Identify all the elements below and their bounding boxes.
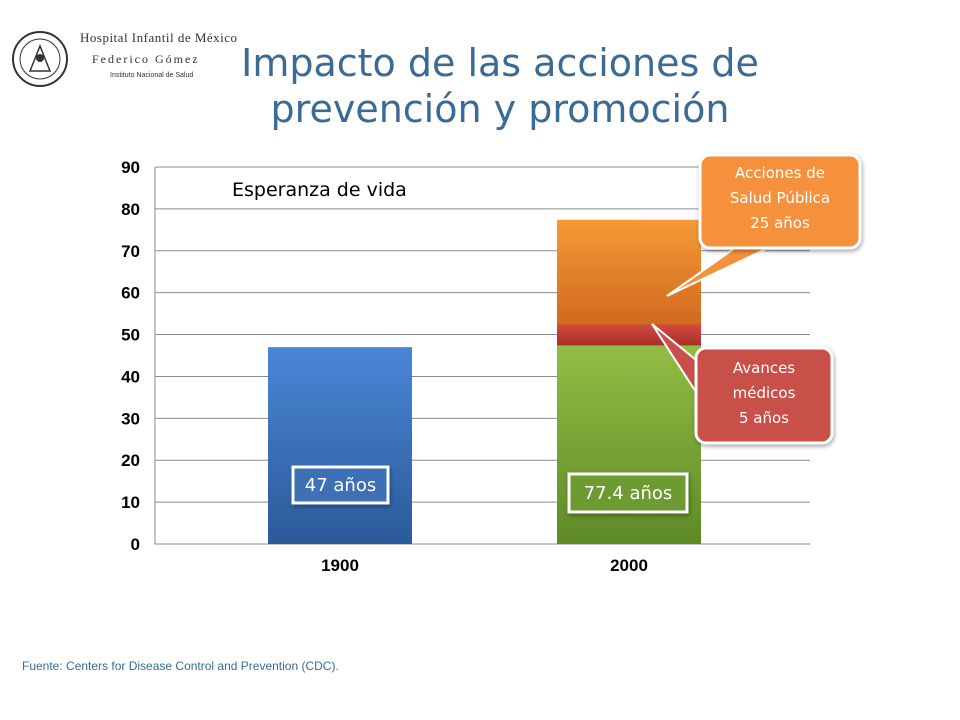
data-label-box-1900 (291, 465, 390, 505)
callout-box-medical-advances (694, 346, 834, 445)
data-label-box-2000 (567, 472, 689, 514)
page-title-line-1: Impacto de las acciones de (241, 41, 759, 85)
y-tick-label-70: 70 (121, 242, 140, 261)
x-category-label-2000: 2000 (610, 556, 648, 575)
callout-public-health-line-1: Acciones de (735, 164, 825, 182)
bar-2000-segment-1 (557, 345, 701, 544)
callout-box-public-health (698, 153, 862, 250)
callout-public-health-line-2: Salud Pública (730, 189, 830, 207)
data-label-1900: 47 años (305, 475, 376, 496)
y-tick-label-80: 80 (121, 200, 140, 219)
y-tick-label-60: 60 (121, 284, 140, 303)
y-tick-label-90: 90 (121, 158, 140, 177)
callout-medical-advances-line-3: 5 años (739, 409, 789, 427)
chart-title: Esperanza de vida (232, 179, 407, 201)
data-labels: 47 años 77.4 años (291, 465, 689, 514)
y-tick-label-10: 10 (121, 493, 140, 512)
y-tick-label-50: 50 (121, 326, 140, 345)
logo-line-1: Hospital Infantil de México (80, 30, 238, 45)
callout-medical-advances-line-1: Avances (733, 359, 795, 377)
data-label-2000: 77.4 años (584, 483, 673, 504)
y-tick-label-30: 30 (121, 409, 140, 428)
y-tick-label-20: 20 (121, 451, 140, 470)
y-tick-label-40: 40 (121, 367, 140, 386)
callouts: Acciones de Salud Pública 25 años Avances mé… (651, 153, 862, 445)
hospital-seal-icon (12, 31, 68, 87)
logo-line-3: Instituto Nacional de Salud (110, 72, 194, 79)
y-axis: 0 10 20 30 40 50 60 70 80 90 1900 2000 (121, 158, 648, 575)
bar-2000-segment-2 (557, 324, 701, 346)
y-tick-label-0: 0 (131, 535, 140, 554)
x-category-label-1900: 1900 (321, 556, 359, 575)
source-note: Fuente: Centers for Disease Control and … (22, 659, 339, 673)
logo-line-2: Federico Gómez (92, 52, 200, 66)
callout-medical-advances-line-2: médicos (733, 384, 796, 402)
hospital-logo: Hospital Infantil de México Federico Góm… (10, 26, 237, 96)
bar-1900-segment-1 (268, 347, 412, 544)
page-title-line-2: prevención y promoción (270, 87, 730, 131)
bar-2000-segment-3 (557, 219, 701, 325)
page-title: Impacto de las acciones de prevención y … (150, 40, 850, 132)
callout-public-health-line-3: 25 años (750, 214, 810, 232)
